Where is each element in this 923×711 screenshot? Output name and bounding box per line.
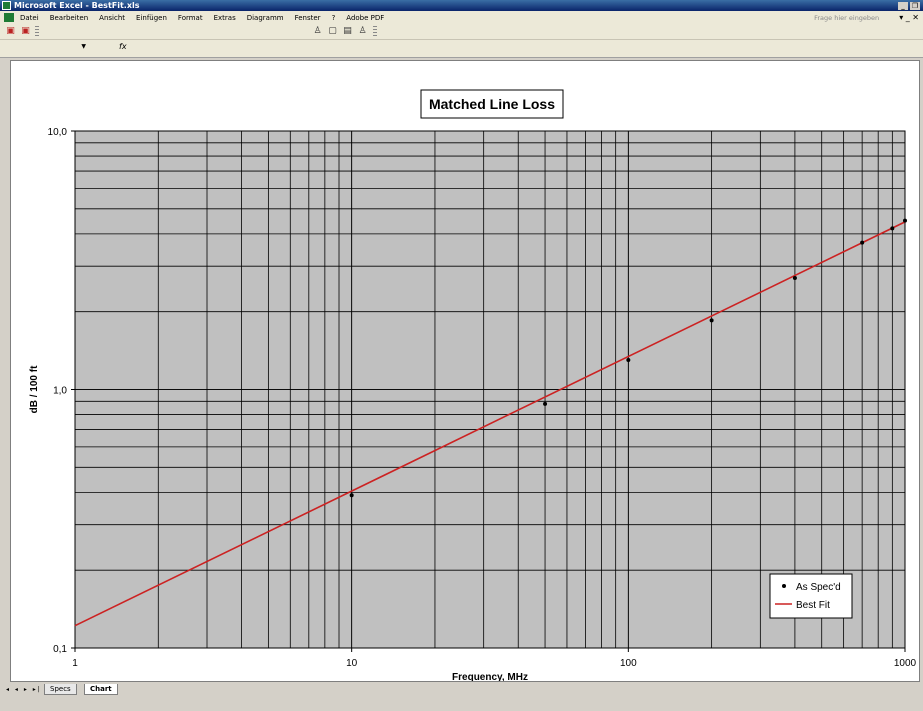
sheet-tab-bar: ◂ ◂ ▸ ▸| Specs Chart	[0, 684, 923, 711]
menu-bar: Datei Bearbeiten Ansicht Einfügen Format…	[0, 11, 923, 24]
restore-button[interactable]: ❐	[910, 1, 920, 10]
x-axis-label: Frequency, MHz	[452, 672, 528, 681]
menu-ansicht[interactable]: Ansicht	[99, 13, 126, 22]
data-point	[792, 275, 797, 280]
window-title: Microsoft Excel - BestFit.xls	[14, 1, 140, 10]
formula-bar: ▼ fx	[0, 40, 923, 58]
menu-extras[interactable]: Extras	[213, 13, 236, 22]
data-point	[709, 318, 714, 323]
best-fit-line	[74, 221, 906, 627]
menu-fenster[interactable]: Fenster	[294, 13, 321, 22]
toolbar-grip[interactable]	[35, 26, 39, 37]
y-tick-label: 10,0	[48, 127, 68, 138]
legend-entry-label: As Spec'd	[796, 582, 841, 593]
x-tick-label: 1	[72, 658, 78, 669]
data-point	[860, 240, 865, 245]
print-icon[interactable]: ♙	[313, 26, 322, 36]
menu-help[interactable]: ?	[331, 13, 336, 22]
print-preview-icon[interactable]: ♙	[358, 26, 367, 36]
legend-box[interactable]	[769, 573, 853, 619]
help-search-input[interactable]: Frage hier eingeben	[814, 13, 880, 22]
y-axis-label: dB / 100 ft	[29, 365, 40, 413]
x-tick-label: 100	[620, 658, 637, 669]
tick-labels: 1 10 100 1000 0,1 1,0 10,0	[48, 127, 917, 669]
menu-format[interactable]: Format	[177, 13, 203, 22]
y-tick-label: 1,0	[53, 386, 67, 397]
menu-adobe-pdf[interactable]: Adobe PDF	[346, 13, 385, 22]
menu-datei[interactable]: Datei	[20, 13, 39, 22]
chart-wizard-icon[interactable]: ▤	[343, 26, 352, 36]
data-series	[74, 218, 907, 627]
legend-marker-dot	[782, 584, 786, 588]
chart-area[interactable]: 1 10 100 1000 0,1 1,0 10,0 Matched Line Loss F…	[10, 60, 920, 682]
data-point	[543, 401, 548, 406]
gridlines	[74, 130, 906, 649]
data-point	[349, 493, 354, 498]
minimize-button[interactable]: _	[898, 1, 908, 10]
data-point	[626, 358, 631, 363]
data-point	[903, 218, 907, 223]
document-icon[interactable]	[4, 13, 14, 22]
page-setup-icon[interactable]: ▢	[328, 26, 337, 36]
tab-chart[interactable]: Chart	[84, 684, 118, 695]
document-window-controls[interactable]: ▾ _ ✕	[899, 13, 919, 22]
data-point	[890, 226, 895, 231]
toolbar-grip-2[interactable]	[373, 26, 377, 37]
excel-app-icon	[2, 1, 11, 10]
pdf-email-icon[interactable]: ▣	[21, 26, 30, 36]
pdf-convert-icon[interactable]: ▣	[6, 26, 15, 36]
window-controls: _ ❐	[898, 1, 920, 10]
toolbar: ▣ ▣ ♙ ▢ ▤ ♙	[0, 24, 923, 40]
x-tick-label: 10	[346, 658, 358, 669]
chart-svg: 1 10 100 1000 0,1 1,0 10,0 Matched Line Loss F…	[29, 89, 917, 681]
tab-specs[interactable]: Specs	[44, 684, 77, 695]
chart-title-group[interactable]: Matched Line Loss	[420, 89, 564, 119]
chart-title-box[interactable]	[420, 89, 564, 119]
x-tick-label: 1000	[894, 658, 917, 669]
sheet-nav-buttons[interactable]: ◂ ◂ ▸ ▸|	[6, 686, 42, 693]
function-icon[interactable]: fx	[119, 42, 127, 51]
name-box[interactable]: ▼	[4, 43, 86, 53]
legend-entry-label: Best Fit	[796, 600, 830, 611]
menu-bearbeiten[interactable]: Bearbeiten	[49, 13, 89, 22]
menu-diagramm[interactable]: Diagramm	[246, 13, 284, 22]
menu-einfuegen[interactable]: Einfügen	[136, 13, 167, 22]
legend[interactable]: As Spec'd Best Fit	[769, 573, 853, 619]
y-tick-label: 0,1	[53, 644, 67, 655]
title-bar: Microsoft Excel - BestFit.xls _ ❐	[0, 0, 923, 11]
chevron-down-icon[interactable]: ▼	[81, 43, 86, 50]
chart-title: Matched Line Loss	[429, 96, 555, 112]
